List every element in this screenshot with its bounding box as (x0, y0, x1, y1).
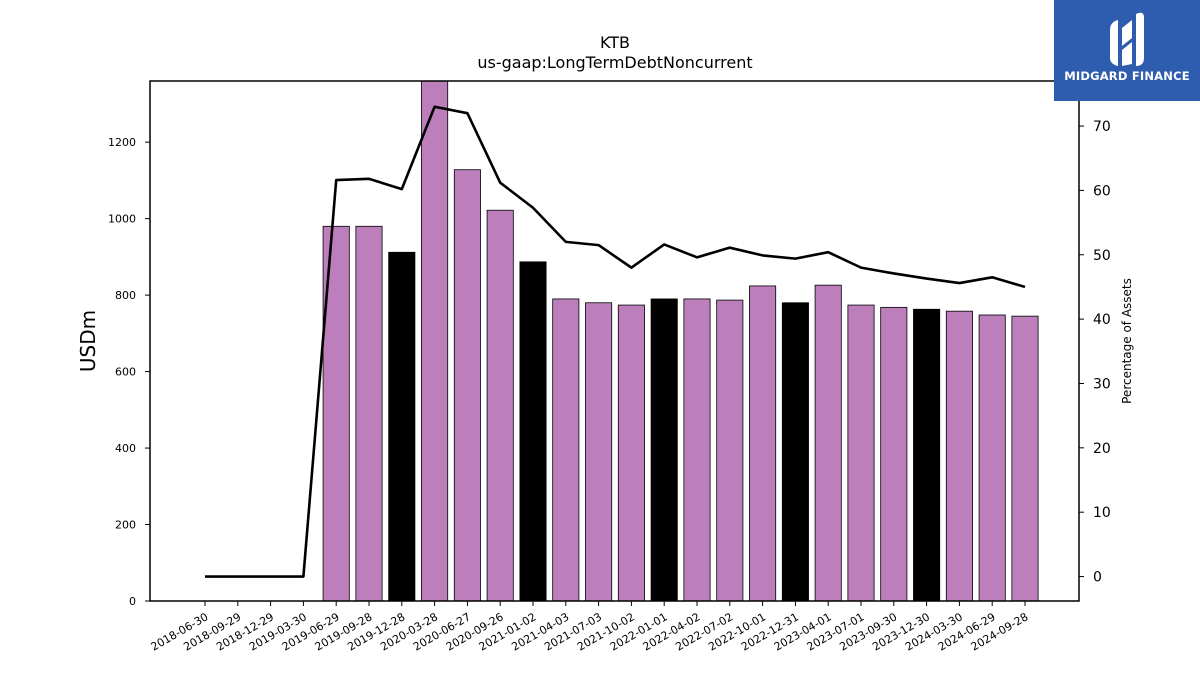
line-layer (205, 105, 1026, 578)
bar (945, 310, 973, 602)
bar (978, 314, 1006, 602)
bar (781, 302, 809, 602)
bar (355, 225, 383, 602)
bar (913, 308, 941, 602)
brand-name: MIDGARD FINANCE (1064, 69, 1190, 83)
bar (519, 261, 547, 602)
y-tick-label: 600 (115, 366, 136, 379)
bar (453, 169, 481, 602)
y2-tick-label: 30 (1093, 376, 1111, 392)
bar (650, 298, 678, 602)
y-tick-label: 200 (115, 519, 136, 532)
bar (847, 304, 875, 602)
right-axis-ticks: 0 10 20 30 40 50 60 70 (1079, 119, 1111, 586)
y2-tick-label: 0 (1093, 570, 1102, 586)
bar (749, 285, 777, 602)
bar (716, 299, 744, 602)
percentage-line (205, 105, 1026, 578)
y2-tick-label: 40 (1093, 312, 1111, 328)
y-tick-label: 1000 (108, 213, 136, 226)
y-tick-label: 800 (115, 289, 136, 302)
bar (585, 302, 613, 602)
bar (683, 298, 711, 602)
chart-title: KTB (600, 33, 630, 52)
y-tick-label: 1200 (108, 136, 136, 149)
x-axis-ticks: 2018-06-302018-09-292018-12-292019-03-30… (149, 601, 1031, 654)
brand-logo: MIDGARD FINANCE (1054, 0, 1200, 101)
bar (388, 251, 416, 602)
plot-frame (149, 80, 1080, 602)
y2-tick-label: 70 (1093, 119, 1111, 135)
y-tick-label: 400 (115, 442, 136, 455)
y2-tick-label: 60 (1093, 183, 1111, 199)
bar (880, 306, 908, 602)
bar (552, 298, 580, 602)
y2-tick-label: 10 (1093, 505, 1111, 521)
bar (421, 80, 449, 602)
y2-tick-label: 50 (1093, 248, 1111, 264)
y-tick-label: 0 (129, 595, 136, 608)
bar (617, 304, 645, 602)
y-axis-label: USDm (76, 310, 100, 372)
chart-subtitle: us-gaap:LongTermDebtNoncurrent (477, 53, 752, 72)
midgard-logo-icon (1110, 12, 1144, 67)
bar (1011, 315, 1039, 602)
y2-axis-label: Percentage of Assets (1120, 278, 1134, 404)
bar (486, 209, 514, 602)
bar (814, 284, 842, 602)
left-axis-ticks: 0 200 400 600 800 1000 1200 (108, 136, 150, 608)
bars-layer (322, 80, 1039, 602)
y2-tick-label: 20 (1093, 441, 1111, 457)
